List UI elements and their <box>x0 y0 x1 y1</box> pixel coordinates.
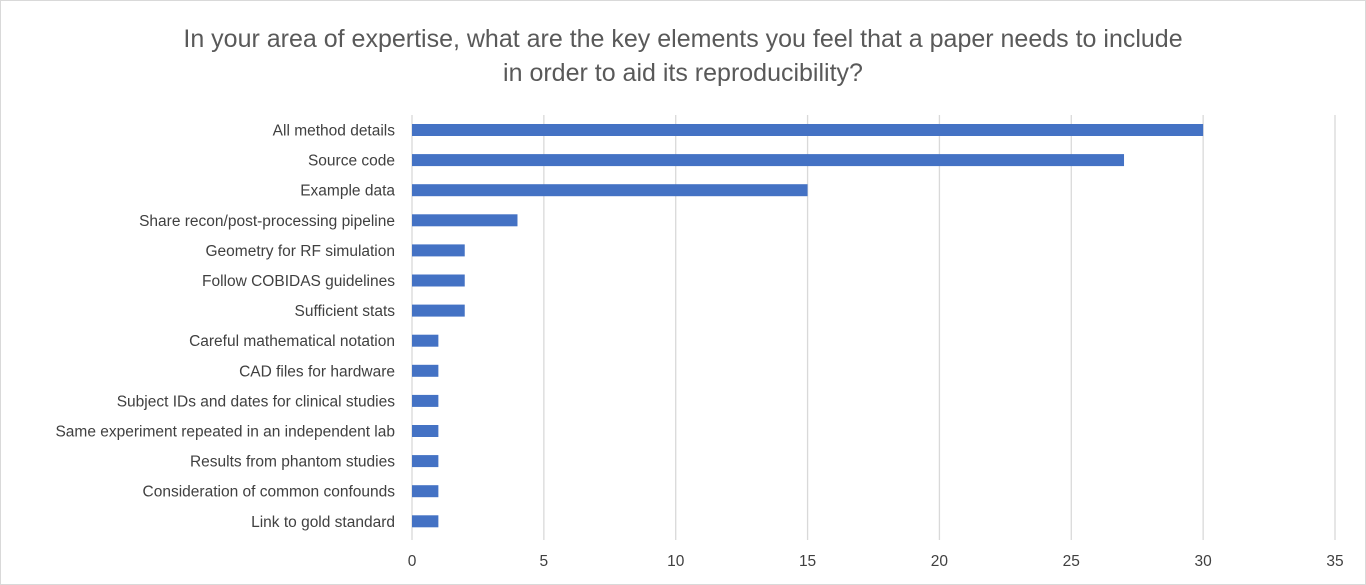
category-label: All method details <box>273 123 396 140</box>
category-label: Sufficient stats <box>294 303 395 320</box>
bar <box>412 214 518 227</box>
bar <box>412 274 465 287</box>
x-tick-label: 35 <box>1326 553 1343 570</box>
bar <box>412 515 439 528</box>
x-tick-label: 15 <box>799 553 816 570</box>
category-label: Share recon/post-processing pipeline <box>139 213 395 230</box>
bar <box>412 485 439 498</box>
category-label: Example data <box>300 183 395 200</box>
bar <box>412 455 439 468</box>
bars <box>412 124 1204 528</box>
category-labels: All method details Source code Example dat… <box>55 123 395 531</box>
category-label: Follow COBIDAS guidelines <box>202 273 395 290</box>
chart-title: In your area of expertise, what are the … <box>183 25 1183 87</box>
category-label: Link to gold standard <box>251 514 395 531</box>
x-tick-label: 30 <box>1195 553 1213 570</box>
bar <box>412 334 439 347</box>
gridlines <box>411 115 1336 540</box>
bar <box>412 154 1125 167</box>
bar <box>412 425 439 437</box>
bar <box>412 124 1204 136</box>
x-tick-label: 25 <box>1063 553 1080 570</box>
x-tick-labels: 0 5 10 15 20 25 30 35 <box>408 553 1344 570</box>
category-label: CAD files for hardware <box>239 363 395 380</box>
category-label: Geometry for RF simulation <box>206 243 396 260</box>
category-label: Source code <box>308 153 395 170</box>
bar <box>412 394 439 407</box>
category-label: Results from phantom studies <box>190 454 395 471</box>
bar <box>412 244 465 257</box>
bar <box>412 304 465 317</box>
bar <box>412 364 439 377</box>
category-label: Same experiment repeated in an independe… <box>55 424 395 441</box>
x-tick-label: 0 <box>408 553 417 570</box>
category-label: Careful mathematical notation <box>189 333 395 350</box>
x-tick-label: 20 <box>931 553 949 570</box>
x-tick-label: 10 <box>667 553 685 570</box>
bar <box>412 184 808 197</box>
category-label: Subject IDs and dates for clinical studi… <box>117 393 396 410</box>
category-label: Consideration of common confounds <box>143 484 396 501</box>
x-tick-label: 5 <box>540 553 549 570</box>
